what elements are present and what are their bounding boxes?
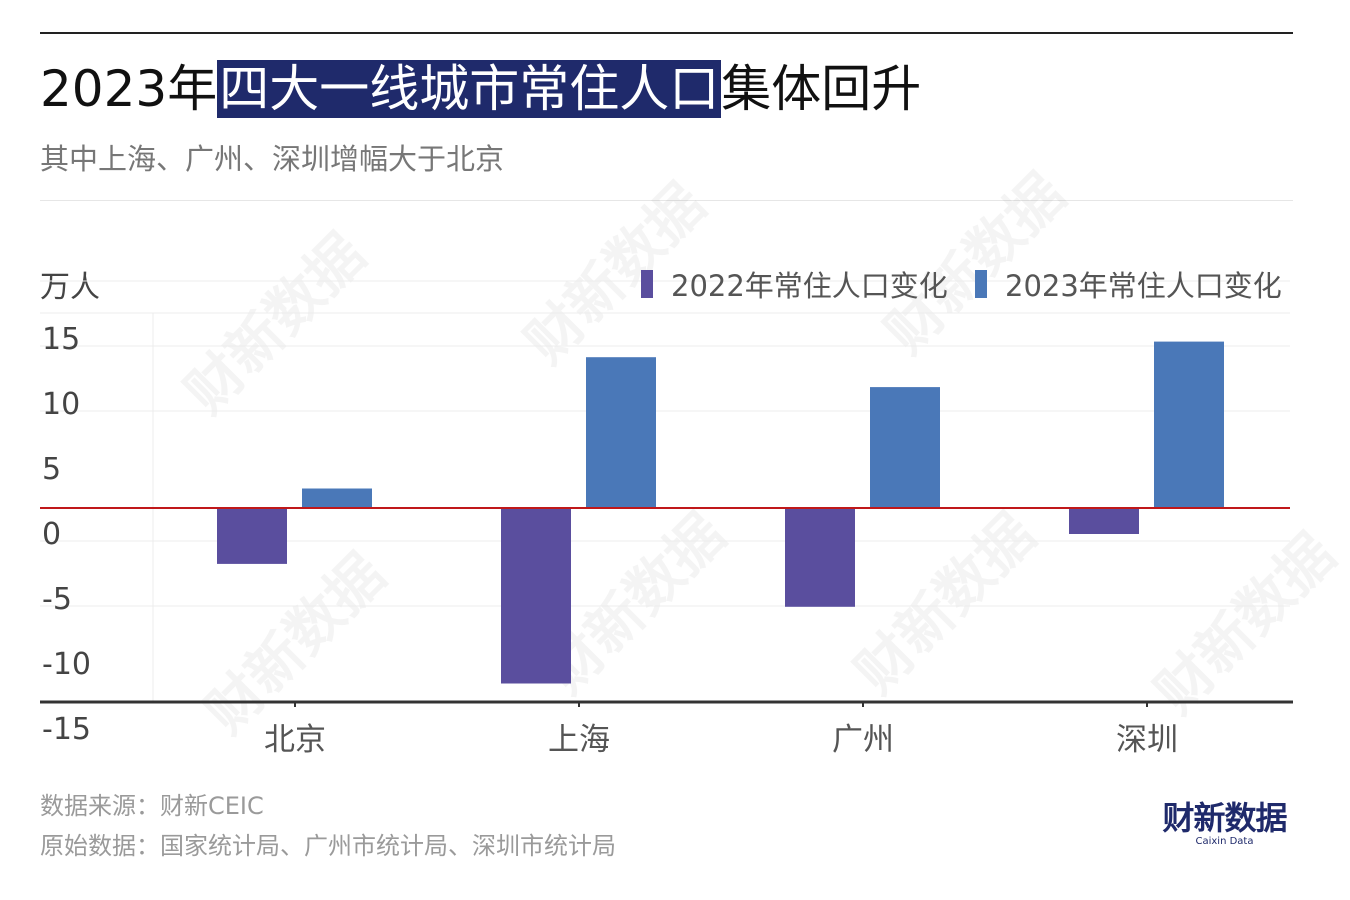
bar-2023-1 [586, 357, 656, 508]
title-prefix: 2023年 [40, 60, 218, 118]
brand-subtitle: Caixin Data [1195, 836, 1254, 847]
top-rule [40, 32, 1293, 34]
x-tick-label: 深圳 [1116, 722, 1178, 758]
y-tick-label: -15 [42, 712, 91, 747]
bar-2022-0 [217, 508, 287, 564]
raw-source-note: 原始数据：国家统计局、广州市统计局、深圳市统计局 [40, 832, 616, 860]
x-tick-label: 上海 [548, 722, 610, 758]
legend-label-1: 2023年常住人口变化 [1005, 269, 1282, 303]
y-axis-unit-label: 万人 [40, 270, 100, 305]
brand-name: 财新数据 [1162, 799, 1287, 837]
y-tick-label: 5 [42, 452, 61, 487]
bar-2023-0 [302, 488, 372, 508]
title-suffix: 集体回升 [721, 60, 922, 118]
y-tick-label: 10 [42, 387, 80, 422]
source-note: 数据来源：财新CEIC [40, 792, 264, 820]
title-highlight: 四大一线城市常住人口 [217, 60, 722, 118]
x-tick-label: 广州 [832, 722, 894, 758]
legend-swatch-0 [641, 270, 653, 298]
chart-title: 2023年四大一线城市常住人口集体回升 [40, 54, 921, 124]
title-separator [40, 200, 1293, 201]
legend-swatch-1 [975, 270, 987, 298]
bar-2022-1 [501, 508, 571, 684]
legend-label-0: 2022年常住人口变化 [671, 269, 948, 303]
y-tick-label: 0 [42, 517, 61, 552]
bar-2022-2 [785, 508, 855, 607]
bar-2023-3 [1154, 341, 1224, 508]
y-tick-label: -5 [42, 582, 72, 617]
bar-2023-2 [870, 387, 940, 508]
y-tick-label: 15 [42, 322, 80, 357]
brand-logo: 财新数据 Caixin Data [1152, 800, 1297, 848]
y-tick-label: -10 [42, 647, 91, 682]
chart-subtitle: 其中上海、广州、深圳增幅大于北京 [40, 142, 505, 176]
x-tick-label: 北京 [264, 722, 326, 758]
bar-2022-3 [1069, 508, 1139, 534]
